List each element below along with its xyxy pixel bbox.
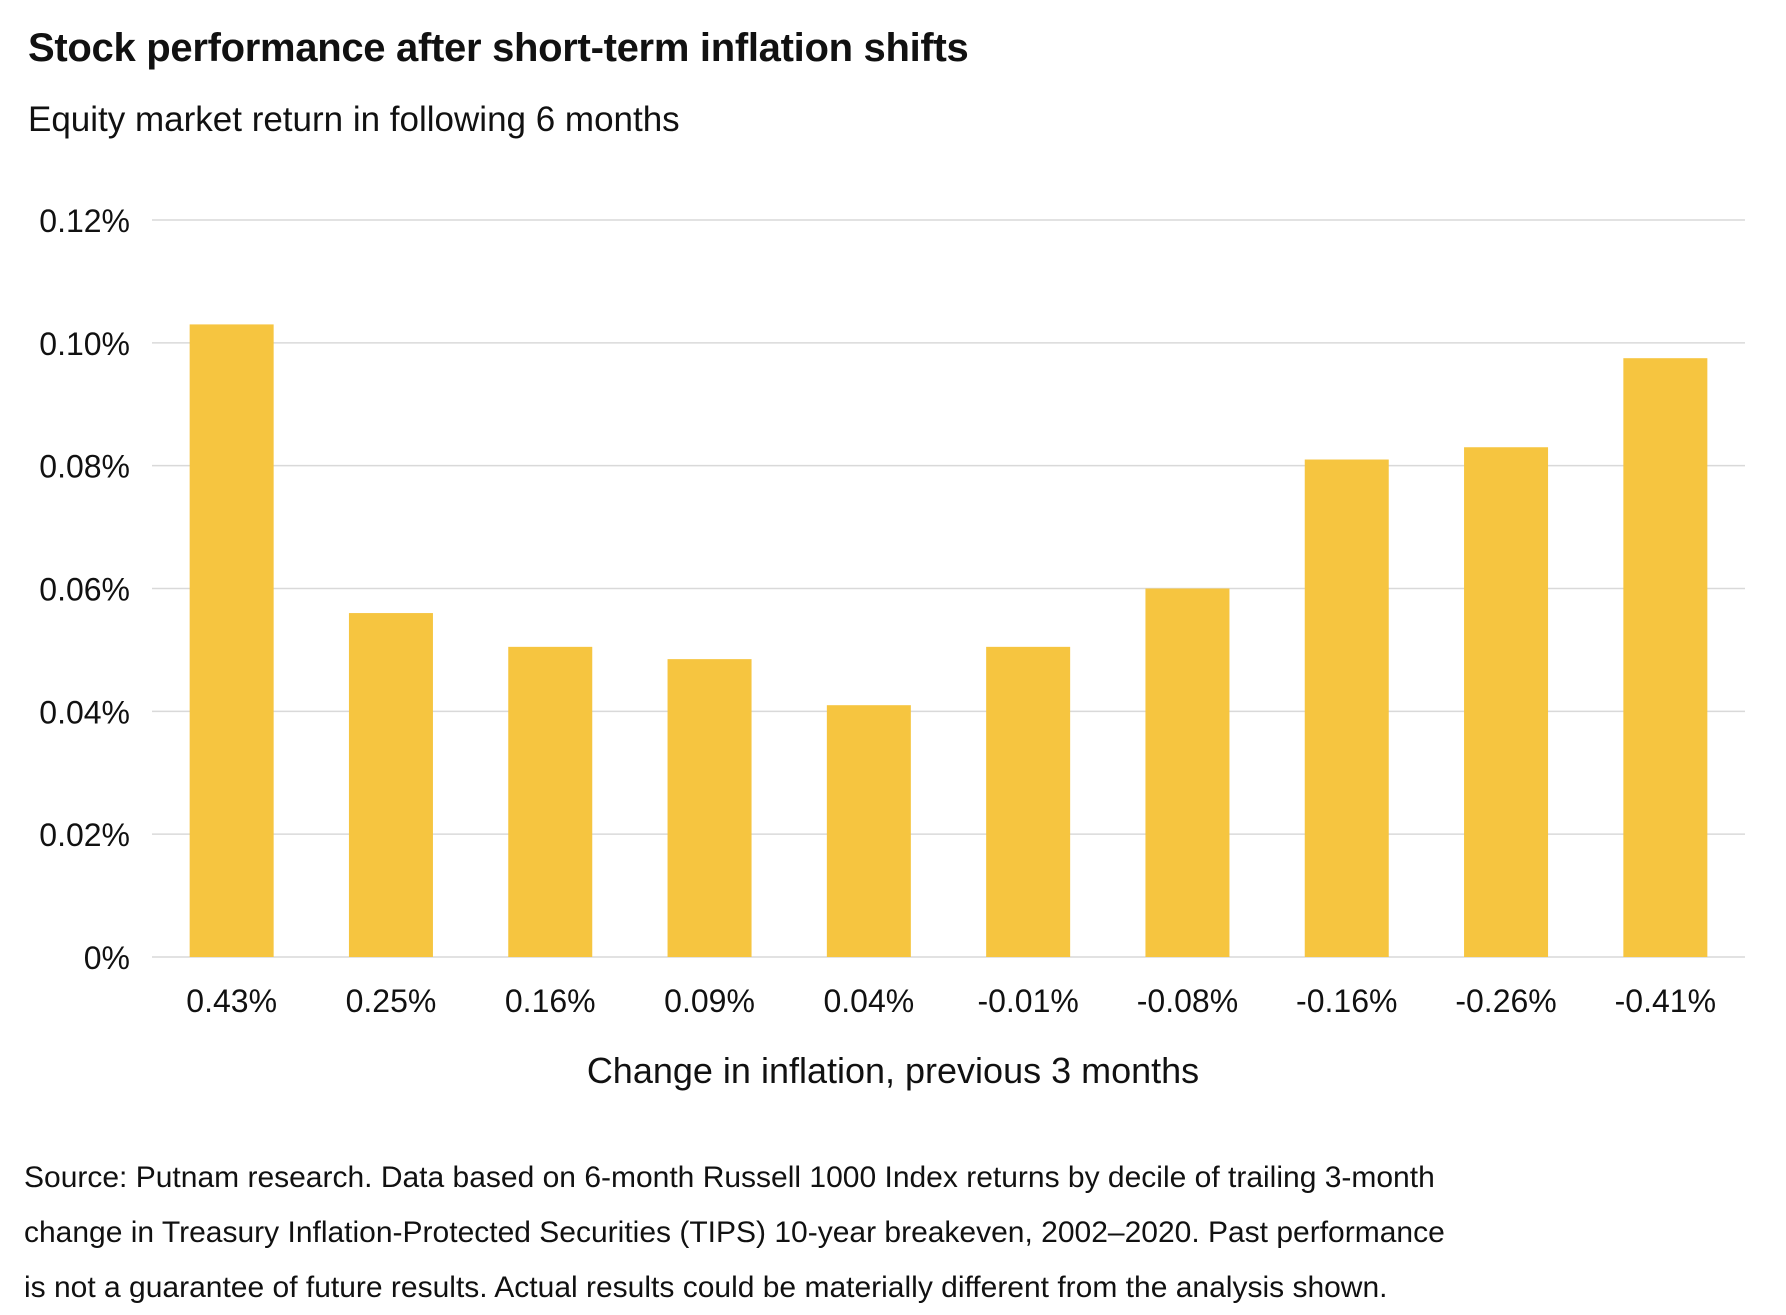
chart-title: Stock performance after short-term infla… xyxy=(28,26,969,70)
source-footnote: Source: Putnam research. Data based on 6… xyxy=(24,1150,1724,1315)
x-tick-label: -0.01% xyxy=(977,983,1078,1019)
x-tick-label: -0.26% xyxy=(1455,983,1556,1019)
x-tick-label: 0.43% xyxy=(186,983,277,1019)
bar-chart: 0%0.02%0.04%0.06%0.08%0.10%0.12% 0.43% 0.… xyxy=(39,203,1745,1091)
bar xyxy=(667,659,752,957)
y-tick-label: 0.02% xyxy=(39,817,130,853)
bar xyxy=(1464,447,1549,957)
y-axis-ticks: 0% 0.02% 0.04% 0.06% 0.08% 0.10% 0.12% xyxy=(39,203,130,976)
bars xyxy=(189,324,1708,957)
x-tick-label: -0.41% xyxy=(1615,983,1716,1019)
y-tick-label: 0.10% xyxy=(39,326,130,362)
y-tick-label: 0.06% xyxy=(39,572,130,608)
bar xyxy=(986,646,1071,957)
bar xyxy=(1623,358,1708,957)
bar xyxy=(508,646,593,957)
x-tick-label: 0.04% xyxy=(823,983,914,1019)
bar xyxy=(348,613,433,957)
y-tick-label: 0.04% xyxy=(39,694,130,730)
bar xyxy=(1145,588,1230,957)
x-axis-ticks: 0.43% 0.25% 0.16% 0.09% 0.04% -0.01% -0.08% -0.… xyxy=(186,983,1716,1019)
bar xyxy=(826,705,911,957)
x-tick-label: 0.16% xyxy=(505,983,596,1019)
y-tick-label: 0.08% xyxy=(39,449,130,485)
y-tick-label: 0% xyxy=(84,940,130,976)
bar xyxy=(1304,459,1389,957)
chart-subtitle: Equity market return in following 6 mont… xyxy=(28,100,680,139)
x-tick-label: -0.16% xyxy=(1296,983,1397,1019)
bar xyxy=(189,324,274,957)
x-tick-label: -0.08% xyxy=(1137,983,1238,1019)
x-tick-label: 0.25% xyxy=(346,983,437,1019)
y-tick-label: 0.12% xyxy=(39,203,130,239)
x-tick-label: 0.09% xyxy=(664,983,755,1019)
x-axis-label: Change in inflation, previous 3 months xyxy=(587,1050,1199,1091)
footnote-line: change in Treasury Inflation-Protected S… xyxy=(24,1216,1445,1249)
footnote-line: Source: Putnam research. Data based on 6… xyxy=(24,1161,1435,1194)
footnote-line: is not a guarantee of future results. Ac… xyxy=(24,1271,1388,1304)
